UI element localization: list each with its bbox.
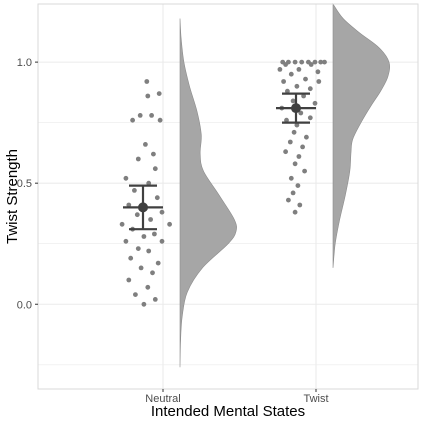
data-point <box>152 297 158 302</box>
data-point <box>154 195 160 201</box>
data-point <box>299 59 305 65</box>
data-point <box>318 59 324 65</box>
data-point <box>316 79 322 84</box>
x-tick-label: Neutral <box>145 393 180 405</box>
data-point <box>301 93 306 99</box>
data-point <box>296 67 302 72</box>
data-point <box>307 115 313 121</box>
data-point <box>138 265 144 271</box>
data-point <box>152 231 157 237</box>
density-curves <box>179 3 390 368</box>
data-point <box>287 139 293 145</box>
data-point <box>151 151 156 157</box>
data-point <box>312 100 318 106</box>
data-point <box>149 113 155 118</box>
x-axis-ticks: Neutral Twist <box>145 389 329 405</box>
data-point <box>126 202 132 208</box>
data-point <box>130 117 136 123</box>
data-point <box>292 59 298 65</box>
data-point <box>286 197 291 203</box>
data-point <box>155 260 161 266</box>
data-point <box>128 255 134 261</box>
data-point <box>302 168 307 174</box>
data-point <box>123 238 129 244</box>
mean-point <box>291 103 301 114</box>
data-point <box>307 86 313 92</box>
data-point <box>159 238 165 244</box>
data-point <box>141 301 147 307</box>
data-point <box>295 183 301 189</box>
x-axis-title: Intended Mental States <box>151 403 305 420</box>
data-point <box>135 156 141 162</box>
data-point <box>148 217 154 222</box>
data-point <box>145 284 151 290</box>
data-point <box>146 248 152 254</box>
data-point <box>157 117 163 123</box>
data-point <box>126 277 132 283</box>
data-point <box>296 154 302 159</box>
density-curve-neutral <box>179 18 237 368</box>
y-tick-label: 0.5 <box>17 178 32 190</box>
data-point <box>288 175 294 181</box>
data-point <box>141 234 147 239</box>
density-curve-twist <box>332 3 390 268</box>
y-axis-ticks: 0.0 0.5 1.0 <box>17 57 38 311</box>
panel-border <box>37 3 419 390</box>
data-point <box>134 212 140 218</box>
y-tick-label: 1.0 <box>17 57 32 69</box>
data-point <box>294 83 300 89</box>
data-point <box>132 188 137 193</box>
data-point <box>285 88 290 94</box>
data-point <box>159 209 165 215</box>
data-point <box>300 144 305 150</box>
data-point <box>145 93 151 99</box>
data-point <box>150 270 155 276</box>
data-points <box>119 59 327 307</box>
data-point <box>291 129 297 135</box>
data-point <box>133 292 138 297</box>
data-point <box>156 91 162 96</box>
data-point <box>292 209 298 215</box>
data-point <box>298 110 304 116</box>
data-point <box>297 202 303 208</box>
data-point <box>303 76 308 82</box>
data-point <box>292 161 298 167</box>
data-point <box>322 59 327 65</box>
data-point <box>315 69 321 75</box>
data-point <box>288 71 294 77</box>
data-point <box>143 142 148 147</box>
data-point <box>283 62 288 67</box>
data-point <box>290 98 296 104</box>
data-point <box>290 190 296 196</box>
data-point <box>137 113 143 118</box>
data-point <box>144 79 150 84</box>
x-tick-label: Twist <box>303 393 328 405</box>
data-point <box>146 180 152 186</box>
data-point <box>123 175 129 181</box>
y-axis-title: Twist Strength <box>4 149 21 244</box>
data-point <box>152 166 158 172</box>
data-point <box>119 221 125 227</box>
y-tick-label: 0.0 <box>17 299 32 311</box>
data-point <box>308 62 314 67</box>
mean-point <box>138 202 148 213</box>
data-point <box>294 122 300 128</box>
data-point <box>312 59 318 65</box>
data-point <box>167 221 173 227</box>
data-point <box>283 149 288 155</box>
summary-intervals <box>123 92 316 231</box>
data-point <box>135 246 141 252</box>
data-point <box>281 79 286 84</box>
data-point <box>277 67 283 72</box>
data-point <box>304 134 309 140</box>
data-point <box>284 117 289 123</box>
